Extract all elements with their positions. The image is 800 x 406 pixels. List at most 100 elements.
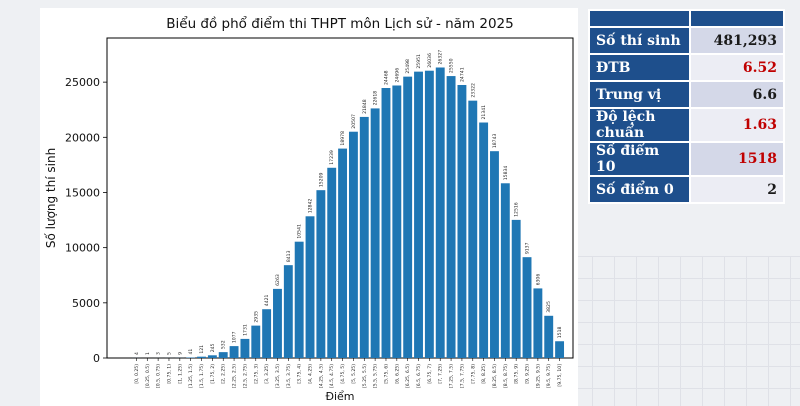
bar-value-label: 12516: [514, 202, 520, 217]
score-distribution-chart: Biểu đồ phổ điểm thi THPT môn Lịch sử - …: [40, 8, 578, 406]
bar: [392, 85, 402, 358]
x-tick-label: [7.25, 7.5): [449, 364, 455, 388]
bar-value-label: 24696: [394, 68, 400, 83]
bar: [424, 70, 434, 358]
x-tick-label: [6.25, 6.5): [405, 364, 411, 388]
x-tick-label: [3.75, 4): [297, 364, 303, 384]
bar: [262, 309, 272, 358]
stats-value: 6.52: [688, 53, 786, 82]
x-tick-label: [7.5, 7.75): [459, 364, 465, 388]
bar-value-label: 6263: [275, 274, 281, 286]
bar-value-label: 12842: [308, 199, 314, 214]
bar-value-label: 3825: [546, 301, 552, 313]
x-tick-label: [8.75, 9): [514, 364, 520, 384]
bar: [479, 122, 489, 359]
stats-value: 1518: [688, 141, 786, 177]
bar-value-label: 10541: [297, 224, 303, 239]
stats-value: 1.63: [688, 107, 786, 143]
bar: [338, 148, 348, 358]
bar: [500, 183, 510, 358]
bar: [327, 167, 337, 358]
x-tick-label: [5.5, 5.75): [373, 364, 379, 388]
bar: [207, 355, 217, 358]
x-tick-label: [7, 7.25): [438, 364, 444, 384]
x-tick-label: [1.25, 1.5): [188, 364, 194, 388]
bar-value-label: 22618: [373, 91, 379, 106]
x-tick-label: [4.75, 5): [340, 364, 346, 384]
y-axis: 0 5000 10000 15000 20000 25000: [65, 76, 107, 365]
y-tick-label: 15000: [65, 186, 100, 199]
bar-value-label: 25951: [416, 54, 422, 69]
x-tick-label: [6, 6.25): [394, 364, 400, 384]
bar: [197, 356, 206, 358]
bar: [316, 190, 326, 358]
bar: [468, 100, 478, 358]
bar: [359, 116, 369, 359]
stats-label: Số điểm 0: [588, 175, 691, 204]
bar-value-label: 1518: [557, 326, 563, 338]
stats-value: 481,293: [688, 26, 786, 55]
x-tick-label: [8.25, 8.5): [492, 364, 498, 388]
bar: [229, 346, 239, 358]
bar-value-label: 1: [145, 352, 151, 355]
bar: [283, 265, 293, 358]
bar: [251, 325, 261, 358]
x-tick-label: [4, 4.25): [308, 364, 314, 384]
bar-value-label: 245: [210, 343, 216, 352]
x-tick-label: [6.75, 7): [427, 364, 433, 384]
bar: [305, 216, 315, 358]
bar-value-label: 121: [199, 345, 205, 354]
chart-title: Biểu đồ phổ điểm thi THPT môn Lịch sử - …: [166, 15, 513, 32]
x-axis-label: Điểm: [325, 390, 354, 403]
stats-row: Trung vị 6.6: [588, 80, 786, 109]
bar: [294, 241, 304, 358]
bar-value-label: 26036: [427, 53, 433, 68]
chart-svg: Biểu đồ phổ điểm thi THPT môn Lịch sử - …: [44, 15, 574, 403]
x-tick-label: [5.25, 5.5): [362, 364, 368, 388]
y-tick-label: 0: [93, 352, 100, 365]
x-tick-label: [2.25, 2.5): [232, 364, 238, 388]
bar-value-label: 20507: [351, 114, 357, 129]
bar: [544, 315, 554, 358]
bar-value-label: 18743: [492, 133, 498, 148]
x-tick-label: [8, 8.25): [481, 364, 487, 384]
x-tick-label: [9, 9.25): [525, 364, 531, 384]
bar: [490, 151, 499, 358]
bar-value-label: 24468: [383, 70, 389, 85]
x-tick-label: [3.25, 3.5): [275, 364, 281, 388]
bar: [370, 108, 380, 359]
x-tick-label: [9.25, 9.5): [535, 364, 541, 388]
y-tick-label: 5000: [72, 297, 100, 310]
bar-value-label: 23322: [470, 83, 476, 98]
bar-value-label: 17239: [329, 150, 335, 165]
x-tick-label: [2, 2.25): [221, 364, 227, 384]
bar-value-label: 21341: [481, 105, 487, 120]
bar: [218, 352, 228, 358]
bar-value-label: 15834: [503, 166, 509, 181]
stats-header-row: [588, 9, 786, 28]
stats-row: Số thí sinh 481,293: [588, 26, 786, 55]
bars-group: 4 1 3 5 9 41 121 245 532107717312935442162638413…: [131, 50, 565, 359]
y-tick-label: 10000: [65, 242, 100, 255]
x-tick-label: [1, 1.25): [177, 364, 183, 384]
bar-value-label: 24741: [459, 67, 465, 82]
bar-value-label: 25550: [449, 58, 455, 73]
stats-header-cell: [688, 9, 786, 28]
y-axis-label: Số lượng thí sinh: [44, 148, 58, 248]
stats-label: Số điểm 10: [588, 141, 691, 177]
bar: [240, 338, 250, 358]
bar-value-label: 26327: [438, 50, 444, 65]
bar-value-label: 25498: [405, 59, 411, 74]
stats-value: 6.6: [688, 80, 786, 109]
x-tick-label: [0.75, 1): [166, 364, 172, 384]
bar: [446, 76, 456, 358]
bar: [273, 288, 282, 358]
bar: [555, 341, 565, 358]
x-tick-label: [9.5, 9.75): [546, 364, 552, 388]
x-tick-label: [2.5, 2.75): [242, 364, 248, 388]
x-tick-label: [5, 5.25): [351, 364, 357, 384]
x-axis: [0, 0.25) [0.25, 0.5) [0.5, 0.75) [0.75, 1)…: [134, 358, 563, 388]
x-tick-label: [0.5, 0.75): [156, 364, 162, 388]
background-grid: [570, 256, 800, 406]
